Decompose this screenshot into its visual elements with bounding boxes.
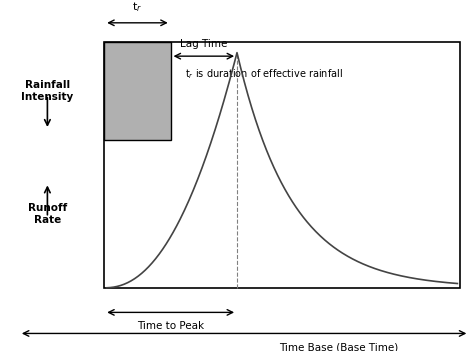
Bar	[104, 42, 171, 140]
Text: Time to Peak: Time to Peak	[137, 321, 204, 331]
Text: Runoff
Rate: Runoff Rate	[28, 203, 67, 225]
Text: Time Base (Base Time): Time Base (Base Time)	[279, 342, 399, 351]
Text: Lag Time: Lag Time	[180, 39, 228, 49]
Bar	[104, 42, 460, 288]
Text: t$_r$: t$_r$	[132, 0, 143, 14]
Text: Rainfall
Intensity: Rainfall Intensity	[21, 80, 73, 102]
Text: t$_r$ is duration of effective rainfall: t$_r$ is duration of effective rainfall	[185, 67, 343, 81]
